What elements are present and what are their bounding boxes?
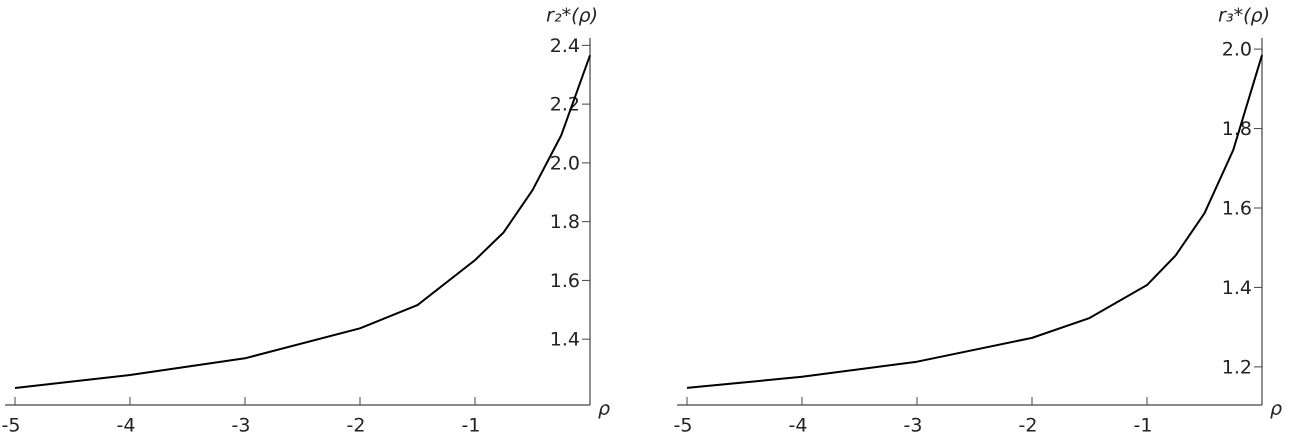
x-tick-label: -4 [789, 415, 808, 436]
y-tick-label: 1.4 [550, 329, 580, 351]
line [14, 54, 591, 389]
x-tick-label: -5 [2, 415, 21, 436]
x-tick-label: -3 [232, 415, 251, 436]
y-tick-label: 2.0 [1222, 39, 1252, 61]
y-tick-label: 1.8 [1222, 118, 1252, 140]
x-tick-label: -1 [462, 415, 481, 436]
y-axis-label: r₂*(ρ) [546, 5, 598, 27]
x-tick-label: -2 [347, 415, 366, 436]
y-tick-label: 1.2 [1222, 356, 1252, 378]
y-tick-label: 1.6 [550, 270, 580, 292]
y-tick-label: 2.0 [550, 152, 580, 174]
line [686, 54, 1263, 389]
x-tick-label: -2 [1019, 415, 1038, 436]
y-tick-label: 1.8 [550, 211, 580, 233]
y-tick-label: 2.4 [550, 35, 580, 57]
y-axis-label: r₃*(ρ) [1218, 5, 1270, 27]
x-axis-label: ρ [1270, 398, 1282, 420]
x-tick-label: -3 [904, 415, 923, 436]
x-tick-label: -4 [117, 415, 136, 436]
x-axis-label: ρ [598, 398, 610, 420]
y-tick-label: 1.4 [1222, 277, 1252, 299]
x-tick-label: -1 [1134, 415, 1153, 436]
y-tick-label: 2.2 [550, 94, 580, 116]
y-tick-label: 1.6 [1222, 197, 1252, 219]
x-tick-label: -5 [674, 415, 693, 436]
